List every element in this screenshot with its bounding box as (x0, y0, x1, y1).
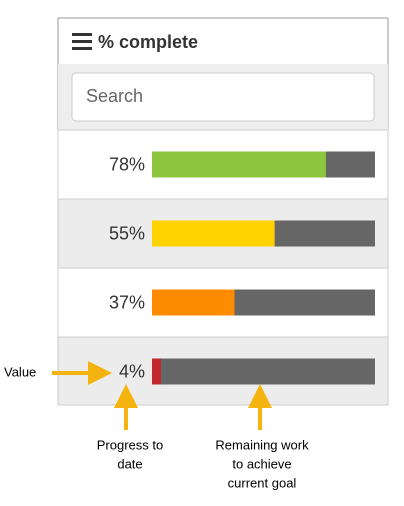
search-box[interactable] (71, 72, 375, 122)
menu-icon[interactable] (72, 33, 92, 50)
search-placeholder: Search (86, 86, 143, 106)
header-title: % complete (98, 32, 198, 52)
progress-bar (152, 151, 326, 178)
annotation-remaining: Remaining work (215, 437, 309, 452)
annotation-remaining: current goal (228, 475, 297, 490)
remaining-bar (152, 358, 375, 385)
progress-bar (152, 289, 235, 316)
row-label: 55% (109, 223, 145, 243)
progress-bar (152, 358, 161, 385)
row-label: 78% (109, 154, 145, 174)
progress-bar (152, 220, 275, 247)
annotation-value: Value (4, 364, 36, 379)
row-label: 37% (109, 292, 145, 312)
annotation-arrows (52, 361, 272, 430)
annotation-progress: date (117, 456, 142, 471)
annotation-remaining: to achieve (232, 456, 291, 471)
annotation-progress: Progress to (97, 437, 163, 452)
row-label: 4% (119, 361, 145, 381)
